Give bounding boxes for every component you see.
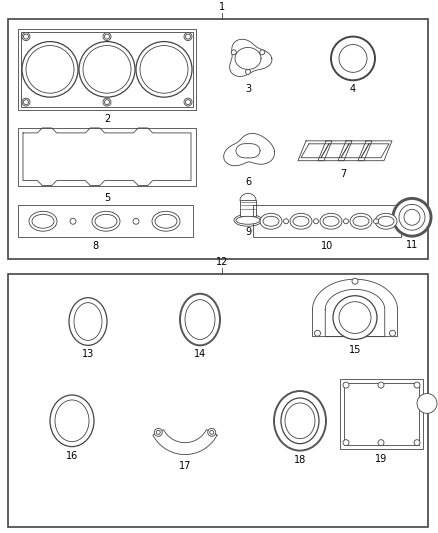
Circle shape <box>414 382 420 388</box>
Text: 13: 13 <box>82 349 94 359</box>
Text: 4: 4 <box>350 84 356 94</box>
Text: 2: 2 <box>104 114 110 124</box>
Circle shape <box>22 33 30 41</box>
Circle shape <box>208 429 216 437</box>
Circle shape <box>333 296 377 340</box>
Polygon shape <box>338 141 372 161</box>
Polygon shape <box>298 141 332 161</box>
Text: 3: 3 <box>245 84 251 94</box>
Bar <box>18 205 193 237</box>
Text: 6: 6 <box>245 176 251 187</box>
Bar <box>253 205 401 237</box>
Text: 15: 15 <box>349 345 361 355</box>
Polygon shape <box>312 279 398 337</box>
Circle shape <box>246 69 251 75</box>
Circle shape <box>103 98 111 106</box>
Ellipse shape <box>281 398 319 443</box>
Circle shape <box>260 50 265 55</box>
Ellipse shape <box>274 391 326 450</box>
Circle shape <box>331 37 375 80</box>
Circle shape <box>231 50 236 55</box>
Ellipse shape <box>234 214 262 226</box>
Circle shape <box>374 219 378 224</box>
Text: 8: 8 <box>92 241 99 251</box>
Circle shape <box>22 98 30 106</box>
Circle shape <box>184 33 192 41</box>
Ellipse shape <box>29 211 57 231</box>
Ellipse shape <box>260 213 282 229</box>
Text: 1: 1 <box>219 2 225 12</box>
Circle shape <box>314 330 321 336</box>
Polygon shape <box>235 47 261 69</box>
Bar <box>18 29 196 110</box>
Circle shape <box>103 33 111 41</box>
Circle shape <box>343 440 349 446</box>
Text: 16: 16 <box>66 450 78 461</box>
Text: 19: 19 <box>375 454 388 464</box>
Circle shape <box>343 382 349 388</box>
Text: 9: 9 <box>245 227 251 237</box>
Ellipse shape <box>92 211 120 231</box>
Text: 17: 17 <box>179 461 191 471</box>
Text: 7: 7 <box>340 168 346 179</box>
Polygon shape <box>23 128 191 185</box>
Circle shape <box>378 382 384 388</box>
Circle shape <box>343 219 349 224</box>
Ellipse shape <box>236 216 260 224</box>
Circle shape <box>314 219 318 224</box>
Text: 12: 12 <box>216 257 228 267</box>
Text: 10: 10 <box>321 241 333 251</box>
Bar <box>18 128 196 185</box>
Bar <box>8 274 428 527</box>
Ellipse shape <box>69 298 107 345</box>
Circle shape <box>133 219 139 224</box>
Bar <box>340 379 423 449</box>
Ellipse shape <box>152 211 180 231</box>
Circle shape <box>389 330 396 336</box>
Polygon shape <box>153 430 217 455</box>
Circle shape <box>136 42 192 97</box>
Circle shape <box>154 429 162 437</box>
Bar <box>344 383 419 445</box>
Circle shape <box>393 198 431 236</box>
Text: 11: 11 <box>406 240 418 250</box>
Circle shape <box>184 98 192 106</box>
Polygon shape <box>224 133 275 166</box>
Bar <box>21 31 193 107</box>
Polygon shape <box>230 39 272 76</box>
Circle shape <box>339 45 367 72</box>
Ellipse shape <box>350 213 372 229</box>
Circle shape <box>79 42 135 97</box>
Polygon shape <box>318 141 352 161</box>
Text: 14: 14 <box>194 349 206 359</box>
Ellipse shape <box>375 213 397 229</box>
Ellipse shape <box>320 213 342 229</box>
Text: 18: 18 <box>294 455 306 465</box>
Text: 5: 5 <box>104 193 110 204</box>
Circle shape <box>352 278 358 284</box>
Ellipse shape <box>290 213 312 229</box>
Bar <box>240 200 256 216</box>
Circle shape <box>414 440 420 446</box>
Ellipse shape <box>50 395 94 447</box>
Bar <box>8 19 428 259</box>
Polygon shape <box>358 141 392 161</box>
Circle shape <box>417 393 437 414</box>
Circle shape <box>378 440 384 446</box>
Circle shape <box>283 219 289 224</box>
Circle shape <box>22 42 78 97</box>
Circle shape <box>70 219 76 224</box>
Ellipse shape <box>180 294 220 345</box>
Polygon shape <box>236 143 260 158</box>
